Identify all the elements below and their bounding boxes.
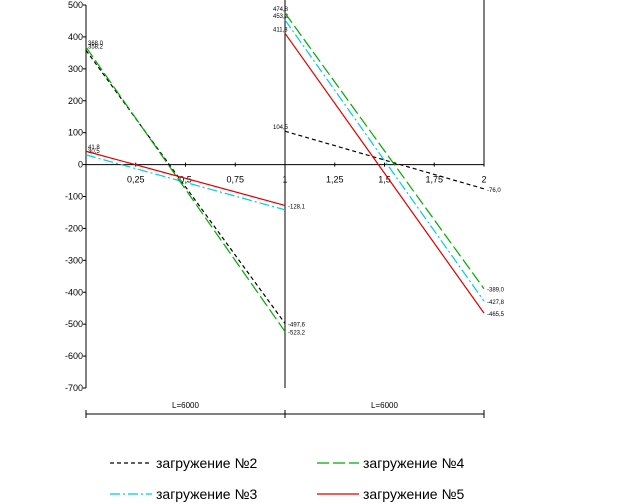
legend-label: загружение №5 [363, 486, 464, 502]
data-label: 41,8 [88, 145, 100, 151]
span-label: L=6000 [172, 401, 199, 410]
data-label: 368,0 [88, 41, 104, 47]
data-label: 30,5 [88, 149, 100, 155]
x-tick-label: 0,5 [179, 175, 192, 185]
x-tick-label: 1,25 [326, 175, 344, 185]
x-tick-label: 1,5 [378, 175, 391, 185]
legend-label: загружение №3 [156, 486, 257, 502]
y-tick-label: 500 [68, 0, 83, 10]
y-tick-label: -200 [65, 223, 83, 233]
data-label: -128,1 [288, 204, 306, 210]
y-tick-label: -300 [65, 255, 83, 265]
x-tick-label: 1,75 [425, 175, 443, 185]
y-tick-label: 400 [68, 32, 83, 42]
y-tick-label: 200 [68, 96, 83, 106]
data-label: -497,6 [288, 322, 306, 328]
series-line [85, 46, 286, 332]
data-label: -76,0 [487, 188, 501, 194]
x-tick-label: 2 [481, 175, 486, 185]
x-tick-label: 0,75 [226, 175, 244, 185]
y-tick-label: -100 [65, 192, 83, 202]
data-label: 474,8 [273, 7, 289, 13]
x-tick-label: 0,25 [127, 175, 145, 185]
y-tick-label: -400 [65, 287, 83, 297]
series-line [284, 19, 485, 302]
y-tick-label: 300 [68, 64, 83, 74]
y-tick-label: -500 [65, 319, 83, 329]
x-tick-label: 1 [282, 175, 287, 185]
data-label: -523,2 [288, 331, 306, 337]
series-line [85, 49, 286, 324]
y-tick-label: 100 [68, 128, 83, 138]
data-label: 453,2 [273, 14, 289, 20]
data-label: 411,3 [273, 27, 288, 33]
data-label: 358,2 [88, 44, 104, 50]
data-label: -427,8 [487, 300, 505, 306]
legend-label: загружение №4 [363, 455, 464, 471]
data-label: 104,5 [273, 125, 289, 131]
y-tick-label: -700 [65, 383, 83, 393]
series-line [85, 150, 286, 207]
series-line [85, 154, 286, 211]
y-tick-label: 0 [78, 160, 83, 170]
y-tick-label: -600 [65, 351, 83, 361]
span-label: L=6000 [371, 401, 398, 410]
legend-label: загружение №2 [156, 455, 257, 471]
data-label: -465,5 [487, 312, 505, 318]
series-line [284, 12, 485, 290]
series-line [284, 32, 485, 314]
data-label: -389,0 [487, 288, 505, 294]
